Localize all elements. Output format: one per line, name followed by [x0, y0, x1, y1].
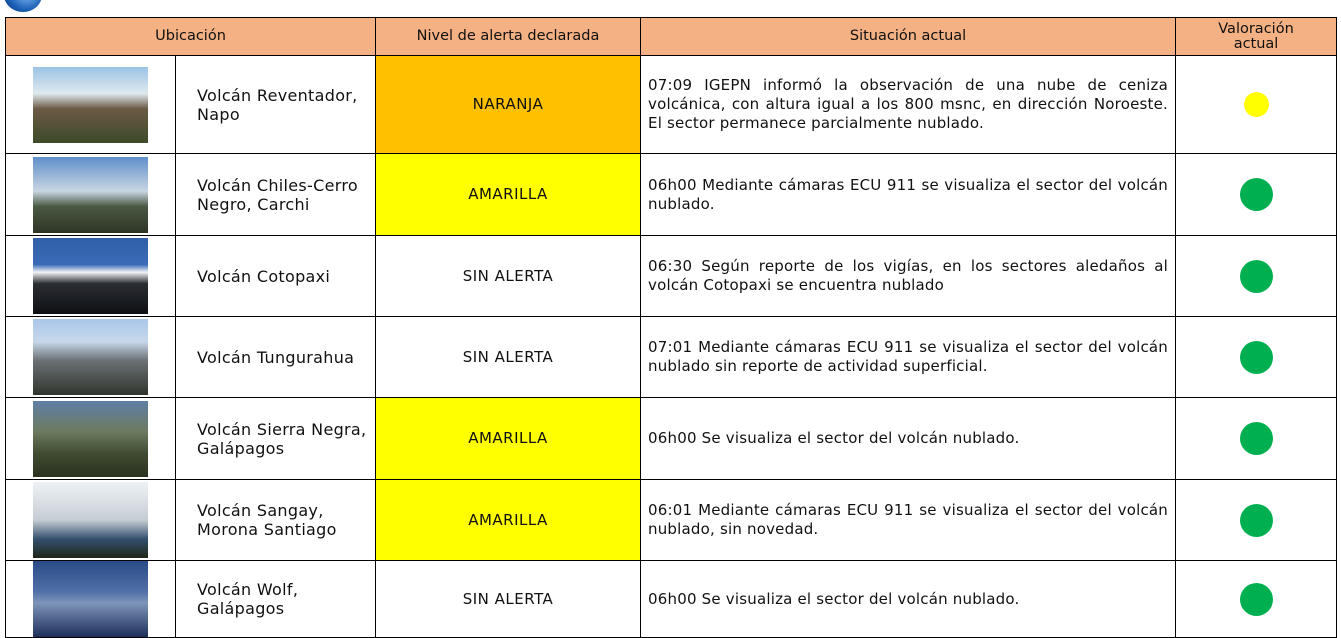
image-cell	[5, 560, 176, 638]
header-cell: Ubicación	[4, 17, 377, 56]
alert-level: AMARILLA	[375, 479, 642, 561]
volcano-name: Volcán Reventador, Napo	[174, 55, 377, 154]
image-cell	[5, 235, 176, 317]
alert-level: SIN ALERTA	[375, 560, 642, 638]
volcano-photo	[33, 561, 148, 637]
image-cell	[5, 316, 176, 398]
table-row: Volcán Chiles-Cerro Negro, Carchi AMARILL…	[5, 153, 1338, 236]
volcano-photo	[33, 156, 148, 233]
table-row: Volcán Sierra Negra, Galápagos AMARILLA 06…	[5, 397, 1338, 480]
situation: 06:30 Según reporte de los vigías, en lo…	[640, 235, 1177, 317]
logo	[4, 0, 42, 12]
status-dot	[1239, 582, 1273, 616]
status-dot	[1243, 92, 1269, 117]
header-row: Ubicación Nivel de alerta declarada Situ…	[4, 17, 1338, 56]
image-cell	[5, 479, 176, 561]
table-row: Volcán Tungurahua SIN ALERTA 07:01 Mediant…	[5, 316, 1338, 398]
table-body: Volcán Reventador, Napo NARANJA 07:09 IGEP…	[5, 55, 1338, 638]
status-dot	[1239, 503, 1273, 537]
volcano-name: Volcán Wolf, Galápagos	[174, 560, 377, 638]
volcano-name: Volcán Cotopaxi	[174, 235, 377, 317]
alert-level: AMARILLA	[375, 153, 642, 236]
image-cell	[5, 153, 176, 236]
volcano-name: Volcán Sangay, Morona Santiago	[174, 479, 377, 561]
image-cell	[5, 55, 176, 154]
situation: 07:01 Mediante cámaras ECU 911 se visual…	[640, 316, 1177, 398]
situation: 06h00 Se visualiza el sector del volcán …	[640, 560, 1177, 638]
alert-level: SIN ALERTA	[375, 316, 642, 398]
table-row: Volcán Reventador, Napo NARANJA 07:09 IGEP…	[5, 55, 1338, 154]
valuation-cell	[1175, 55, 1338, 154]
status-dot	[1239, 178, 1273, 211]
volcano-photo	[33, 400, 148, 477]
table-row: Volcán Sangay, Morona Santiago AMARILLA 06…	[5, 479, 1338, 561]
volcano-name: Volcán Chiles-Cerro Negro, Carchi	[174, 153, 377, 236]
alert-level: AMARILLA	[375, 397, 642, 480]
table-row: Volcán Cotopaxi SIN ALERTA 06:30 Según rep…	[5, 235, 1338, 317]
valuation-cell	[1175, 479, 1338, 561]
volcano-name: Volcán Sierra Negra, Galápagos	[174, 397, 377, 480]
status-dot	[1239, 340, 1273, 374]
situation: 06:01 Mediante cámaras ECU 911 se visual…	[640, 479, 1177, 561]
header-cell: Valoración actual	[1175, 17, 1338, 56]
valuation-cell	[1175, 316, 1338, 398]
volcano-photo	[33, 482, 148, 558]
volcano-photo	[33, 238, 148, 314]
volcano-photo	[33, 66, 148, 143]
valuation-cell	[1175, 397, 1338, 480]
image-cell	[5, 397, 176, 480]
valuation-cell	[1175, 560, 1338, 638]
volcano-name: Volcán Tungurahua	[174, 316, 377, 398]
valuation-cell	[1175, 153, 1338, 236]
situation: 06h00 Se visualiza el sector del volcán …	[640, 397, 1177, 480]
valuation-cell	[1175, 235, 1338, 317]
status-dot	[1239, 259, 1273, 293]
status-dot	[1239, 422, 1273, 455]
header-cell: Nivel de alerta declarada	[375, 17, 642, 56]
situation: 07:09 IGEPN informó la observación de un…	[640, 55, 1177, 154]
volcano-photo	[33, 319, 148, 395]
alert-level: NARANJA	[375, 55, 642, 154]
situation: 06h00 Mediante cámaras ECU 911 se visual…	[640, 153, 1177, 236]
volcano-table: Ubicación Nivel de alerta declarada Situ…	[4, 17, 1338, 638]
header-cell: Situación actual	[640, 17, 1177, 56]
table-row: Volcán Wolf, Galápagos SIN ALERTA 06h00 Se…	[5, 560, 1338, 638]
alert-level: SIN ALERTA	[375, 235, 642, 317]
